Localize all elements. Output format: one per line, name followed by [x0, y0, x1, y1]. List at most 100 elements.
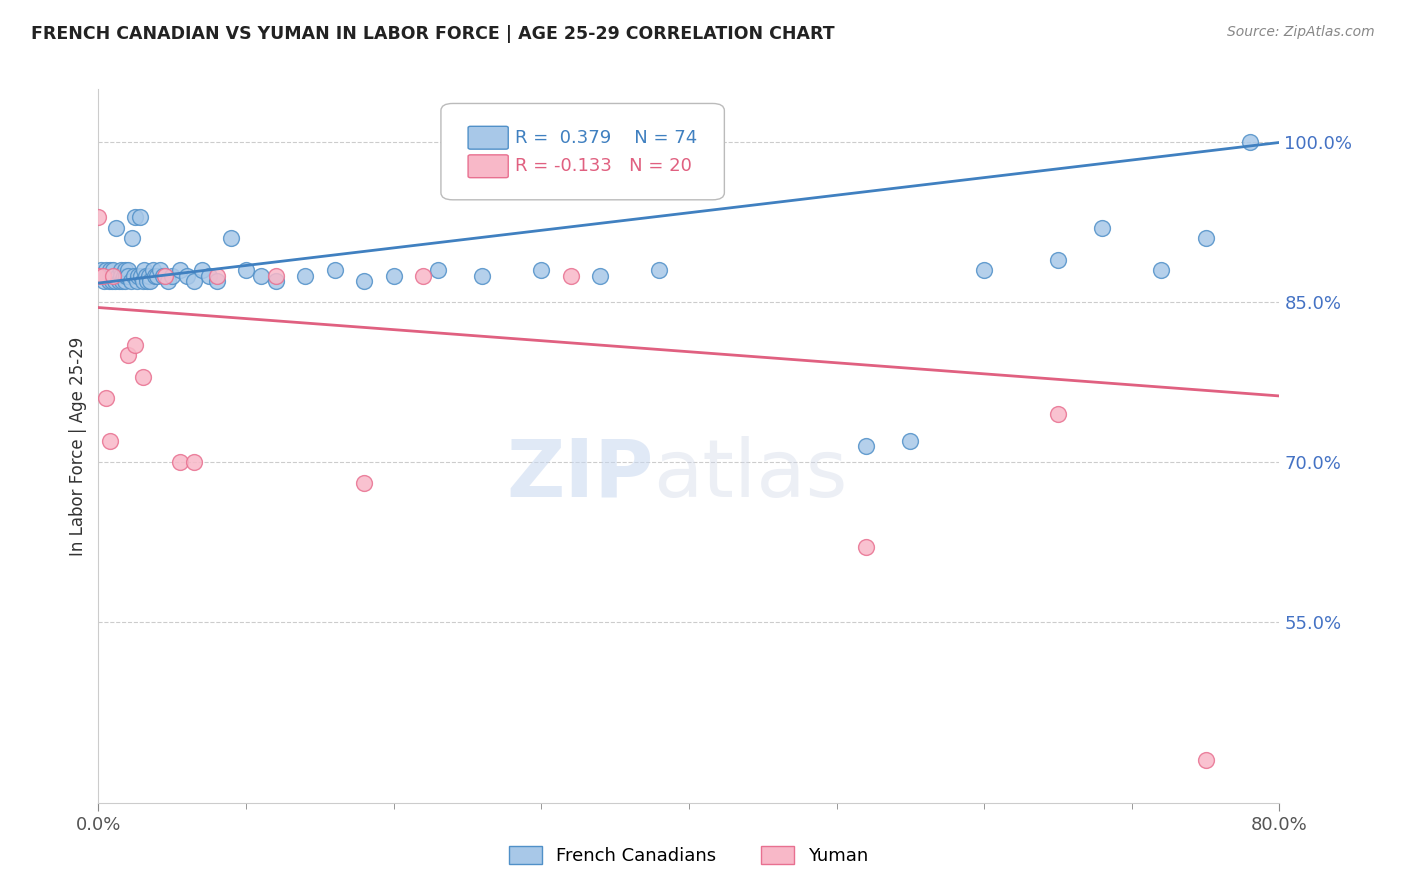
Point [132, 369, 155, 384]
Point [129, 268, 152, 283]
Point [94, 391, 117, 405]
Point [153, 268, 176, 283]
Point [134, 263, 156, 277]
Point [191, 263, 214, 277]
Legend: French Canadians, Yuman: French Canadians, Yuman [502, 839, 876, 872]
Point [117, 268, 139, 283]
Point [87, 210, 110, 224]
Point [110, 268, 132, 283]
Point [1239, 136, 1261, 150]
Point [91, 268, 114, 283]
Point [93, 274, 115, 288]
Point [264, 274, 287, 288]
Point [183, 455, 205, 469]
Point [412, 268, 434, 283]
FancyBboxPatch shape [468, 127, 508, 149]
Point [152, 268, 174, 283]
Point [146, 268, 169, 283]
Text: ZIP: ZIP [506, 435, 654, 514]
Point [176, 268, 198, 283]
Point [205, 268, 228, 283]
Point [94, 263, 117, 277]
Text: R = -0.133   N = 20: R = -0.133 N = 20 [516, 157, 692, 175]
Point [205, 274, 228, 288]
Point [114, 263, 136, 277]
Point [97, 274, 120, 288]
Point [124, 338, 146, 352]
Point [98, 268, 121, 283]
Point [125, 274, 148, 288]
Point [648, 263, 671, 277]
Point [162, 268, 183, 283]
Point [139, 274, 162, 288]
Point [198, 268, 221, 283]
Point [96, 268, 118, 283]
Point [235, 263, 257, 277]
Point [122, 268, 145, 283]
Point [589, 268, 612, 283]
Point [114, 274, 136, 288]
Point [1195, 753, 1218, 767]
Point [323, 263, 346, 277]
Point [100, 274, 122, 288]
Point [169, 263, 191, 277]
Point [353, 476, 375, 491]
Point [105, 220, 128, 235]
Point [132, 274, 155, 288]
Point [855, 439, 877, 453]
Point [142, 263, 165, 277]
Point [1150, 263, 1173, 277]
Point [973, 263, 995, 277]
Point [530, 263, 553, 277]
Point [107, 268, 129, 283]
Point [104, 274, 127, 288]
Point [855, 540, 877, 554]
Point [471, 268, 494, 283]
Point [136, 274, 159, 288]
Point [1046, 252, 1070, 267]
Point [143, 268, 166, 283]
Point [294, 268, 316, 283]
Point [900, 434, 922, 448]
Point [264, 268, 287, 283]
Point [90, 263, 112, 277]
Point [117, 263, 139, 277]
Point [87, 268, 110, 283]
Text: FRENCH CANADIAN VS YUMAN IN LABOR FORCE | AGE 25-29 CORRELATION CHART: FRENCH CANADIAN VS YUMAN IN LABOR FORCE … [31, 25, 835, 43]
Point [112, 268, 135, 283]
Point [108, 274, 131, 288]
Point [103, 268, 125, 283]
Point [169, 455, 191, 469]
Point [121, 231, 143, 245]
Point [91, 268, 114, 283]
Point [94, 268, 117, 283]
Point [103, 263, 125, 277]
FancyBboxPatch shape [441, 103, 724, 200]
Y-axis label: In Labor Force | Age 25-29: In Labor Force | Age 25-29 [69, 336, 87, 556]
Text: Source: ZipAtlas.com: Source: ZipAtlas.com [1227, 25, 1375, 39]
Point [120, 274, 142, 288]
Point [115, 268, 138, 283]
Point [128, 210, 150, 224]
Point [1091, 220, 1114, 235]
Point [183, 274, 205, 288]
Point [1195, 231, 1218, 245]
Point [98, 263, 121, 277]
Text: atlas: atlas [654, 435, 848, 514]
Point [156, 274, 179, 288]
Point [127, 268, 149, 283]
Point [221, 231, 243, 245]
FancyBboxPatch shape [468, 155, 508, 178]
Point [427, 263, 450, 277]
Point [382, 268, 405, 283]
Point [117, 349, 139, 363]
Point [110, 263, 132, 277]
Point [353, 274, 375, 288]
Point [135, 268, 157, 283]
Point [560, 268, 582, 283]
Point [103, 268, 125, 283]
Point [250, 268, 273, 283]
Point [1046, 407, 1070, 421]
Text: R =  0.379    N = 74: R = 0.379 N = 74 [516, 128, 697, 146]
Point [98, 434, 121, 448]
